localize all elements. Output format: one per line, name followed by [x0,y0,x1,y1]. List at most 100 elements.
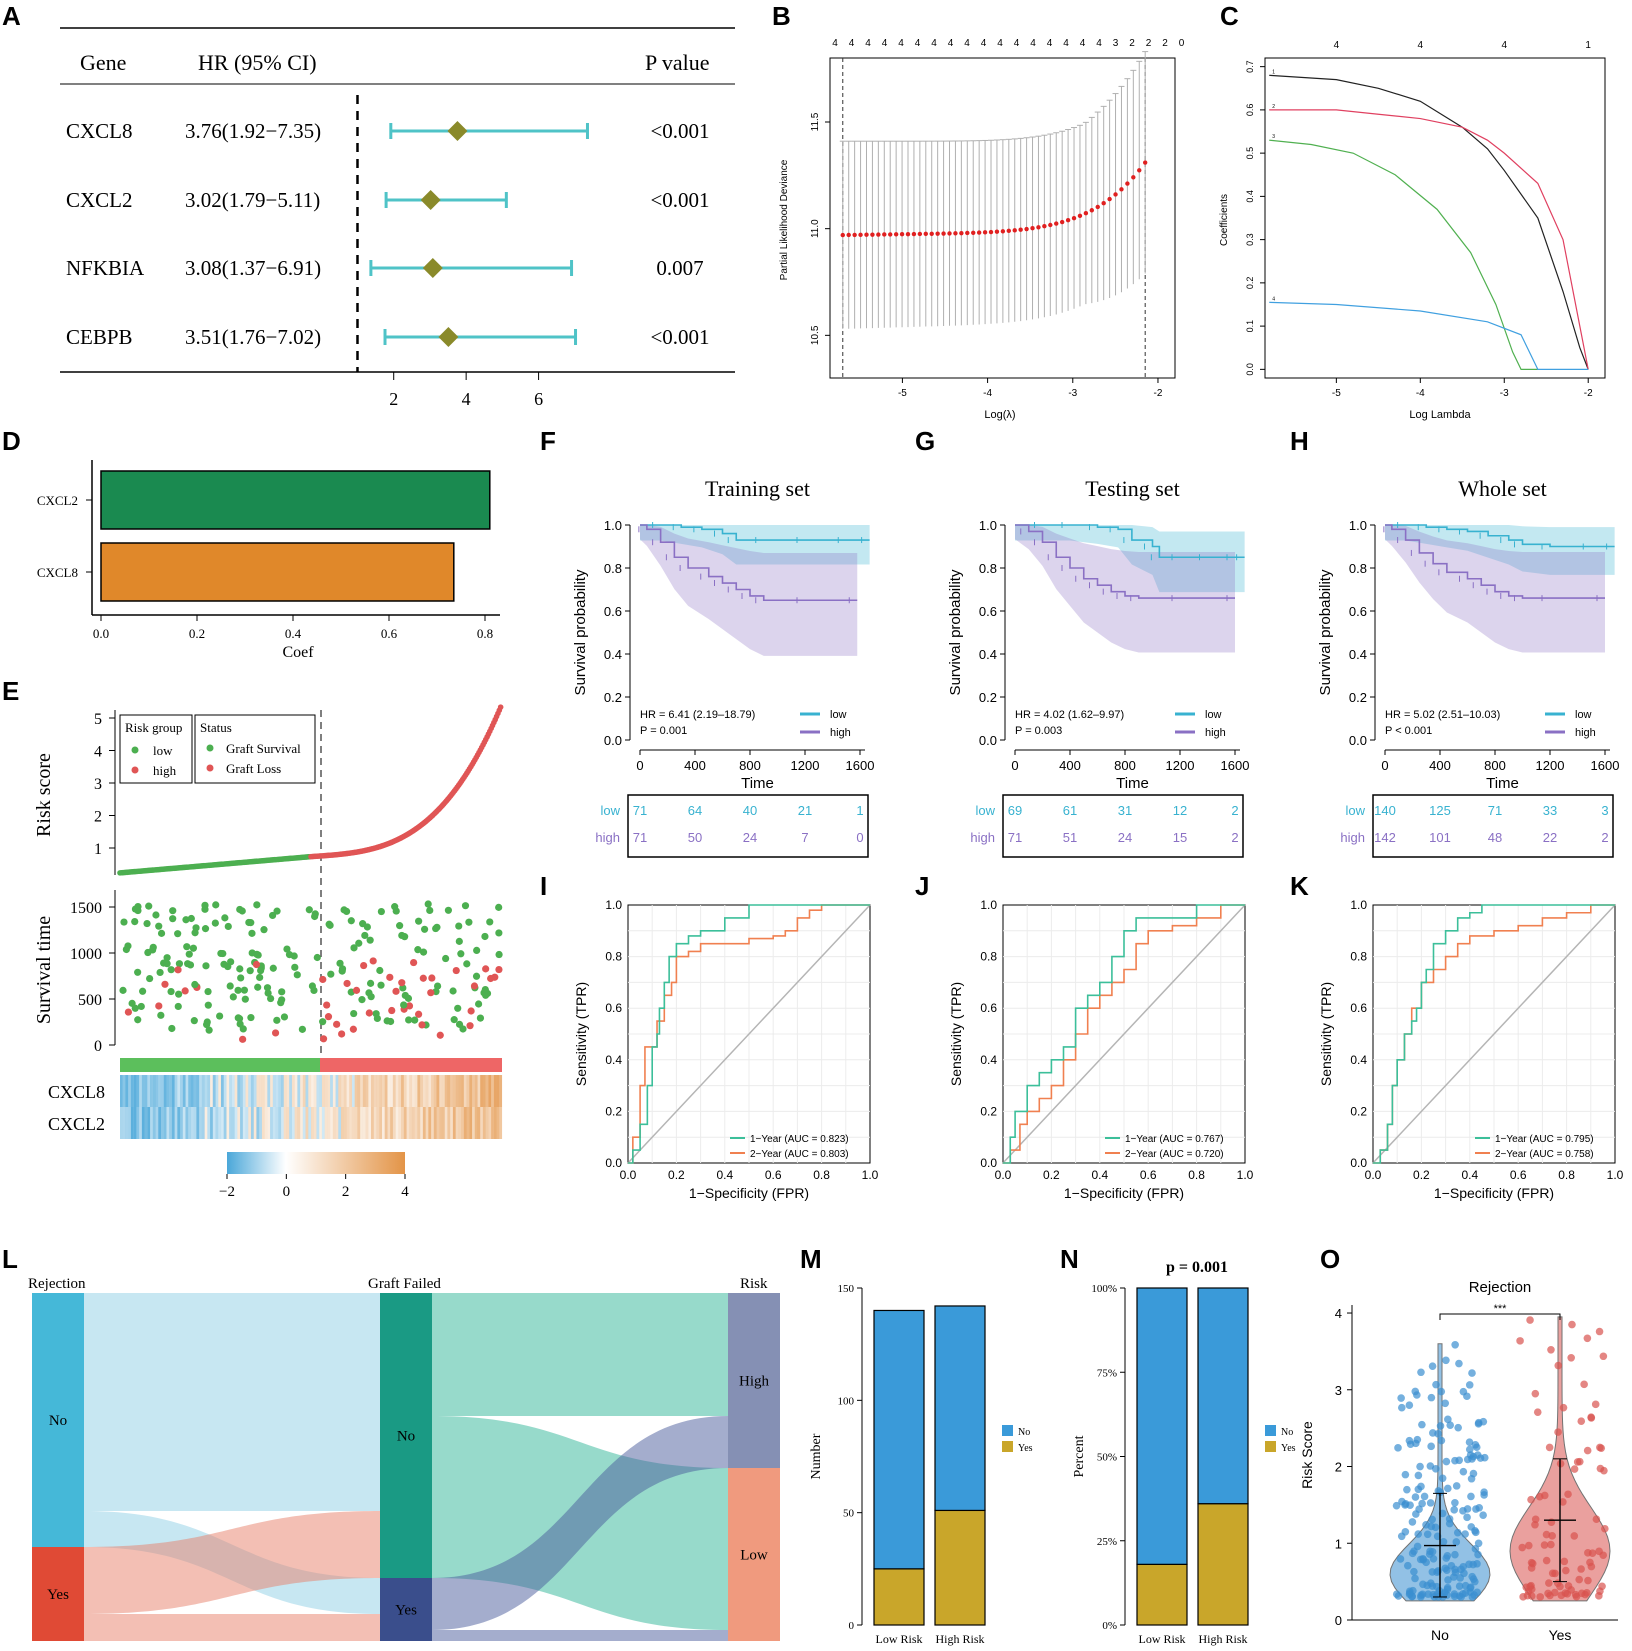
km-risk-row-low-label: low [600,803,620,818]
km-y-tick-label: 1.0 [604,518,622,533]
heatmap-cell [160,1107,164,1139]
stacked-legend-no: No [1281,1427,1293,1438]
violin-point [1596,1464,1605,1473]
risk-top-y-tick-label: 4 [94,744,102,761]
stacked-bar-no [873,1309,925,1570]
stacked-legend-no-swatch [1265,1425,1276,1436]
violin-point [1595,1327,1604,1336]
heatmap-cell [496,1107,500,1139]
violin-point [1597,1444,1606,1452]
km-risk-high-count: 51 [1063,830,1077,845]
lasso-cv-point [1024,226,1029,232]
heatmap-cell [231,1075,235,1107]
km-risk-high-count: 50 [688,830,702,845]
heatmap-cell [158,1107,161,1139]
survival-time-point [253,901,261,909]
violin-point [1586,1558,1594,1567]
colorbar-tick-label: −2 [219,1184,235,1200]
heatmap-cell [193,1107,197,1139]
stacked-legend-yes-swatch [1265,1441,1276,1452]
survival-time-point [352,986,361,994]
heatmap-cell [379,1107,383,1139]
survival-time-point [411,1016,419,1024]
violin-point [1516,1337,1524,1345]
panel-letter-m: M [800,1244,822,1274]
survival-time-point [415,1010,423,1018]
km-risk-low-count: 71 [1488,803,1502,818]
survival-time-point [376,966,384,975]
violin-point [1540,1541,1549,1549]
heatmap-cell [398,1075,402,1107]
coef-xlabel: Coef [282,644,314,661]
stacked-title: p = 0.001 [1166,1259,1228,1276]
heatmap-cell [305,1075,309,1107]
km-x-tick-label: 400 [1429,758,1451,773]
survival-time-point [373,1014,381,1023]
heatmap-cell [174,1075,178,1107]
heatmap-cell [474,1107,478,1139]
risk-top-y-tick-label: 3 [94,776,102,793]
violin-point [1533,1408,1542,1416]
survival-time-point [224,922,232,931]
km-risk-high-count: 2 [1231,830,1238,845]
km-risk-high-count: 22 [1543,830,1557,845]
sankey-node-label: Yes [395,1603,417,1619]
coef-x-tick-label: 0.8 [477,626,493,641]
risk-score-point [497,704,504,710]
heatmap-cell [231,1107,235,1139]
heatmap-cell [212,1107,216,1139]
survival-time-point [442,954,450,963]
km-y-tick-label: 0.6 [1349,604,1367,619]
stacked-bar-no [934,1305,986,1512]
km-hr-text: HR = 6.41 (2.19–18.79) [640,709,755,721]
survival-time-point [161,980,169,988]
heatmap-cell [283,1107,287,1139]
km-legend-low: low [1575,709,1592,721]
survival-time-point [236,1020,244,1028]
lasso-cv-point [1125,181,1130,186]
sankey-link-graftyes-low [432,1630,728,1641]
violin-point [1401,1470,1410,1479]
heatmap-cell [272,1107,276,1139]
heatmap-cell [316,1075,320,1107]
heatmap-cell [278,1107,282,1139]
lasso-coef-ylabel: Coefficients [1219,194,1230,246]
heatmap-cell [283,1075,287,1107]
heatmap-cell [414,1107,418,1139]
heatmap-cell [373,1075,377,1107]
lasso-cv-point [1101,201,1106,206]
heatmap-cell [125,1107,129,1139]
violin-point [1392,1501,1401,1510]
km-x-tick-label: 1600 [1221,758,1250,773]
lasso-cv-point [1107,196,1112,202]
roc-1year-curve [1003,904,1245,1164]
heatmap-cell [439,1075,443,1107]
heatmap-cell [351,1107,355,1139]
heatmap-gene-cxcl2: CXCL2 [48,1114,105,1134]
km-risk-low-count: 71 [633,803,647,818]
survival-time-point [487,974,495,983]
violin-point [1405,1401,1414,1410]
heatmap-cell [341,1107,344,1139]
sankey-node-label: No [397,1429,415,1445]
heatmap-cell [406,1075,410,1107]
roc-1year-curve [1373,904,1615,1164]
lasso-cv-point [994,229,1000,234]
survival-time-point [157,1011,165,1019]
violin-point [1454,1423,1462,1432]
heatmap-cell [324,1075,328,1107]
violin-point [1527,1592,1536,1600]
roc-x-tick-label: 0.4 [1461,1168,1478,1182]
km-p-text: P = 0.001 [640,725,687,737]
km-panel: Whole set 0.0 0.2 0.4 0.6 0.8 1.0 0 400 800 1200 16… [1317,476,1619,858]
survival-time-point [420,925,429,933]
survival-time-point [405,1016,413,1024]
heatmap-cell [311,1075,314,1107]
forest-hr-label: 3.08(1.37−6.91) [185,256,321,280]
heatmap-cell [253,1075,257,1107]
violin-point [1439,1537,1448,1546]
lasso-coef-y-tick-label: 0.7 [1245,60,1255,73]
heatmap-cell [319,1107,322,1139]
survival-time-point [396,922,404,930]
heatmap-cell [461,1075,464,1107]
